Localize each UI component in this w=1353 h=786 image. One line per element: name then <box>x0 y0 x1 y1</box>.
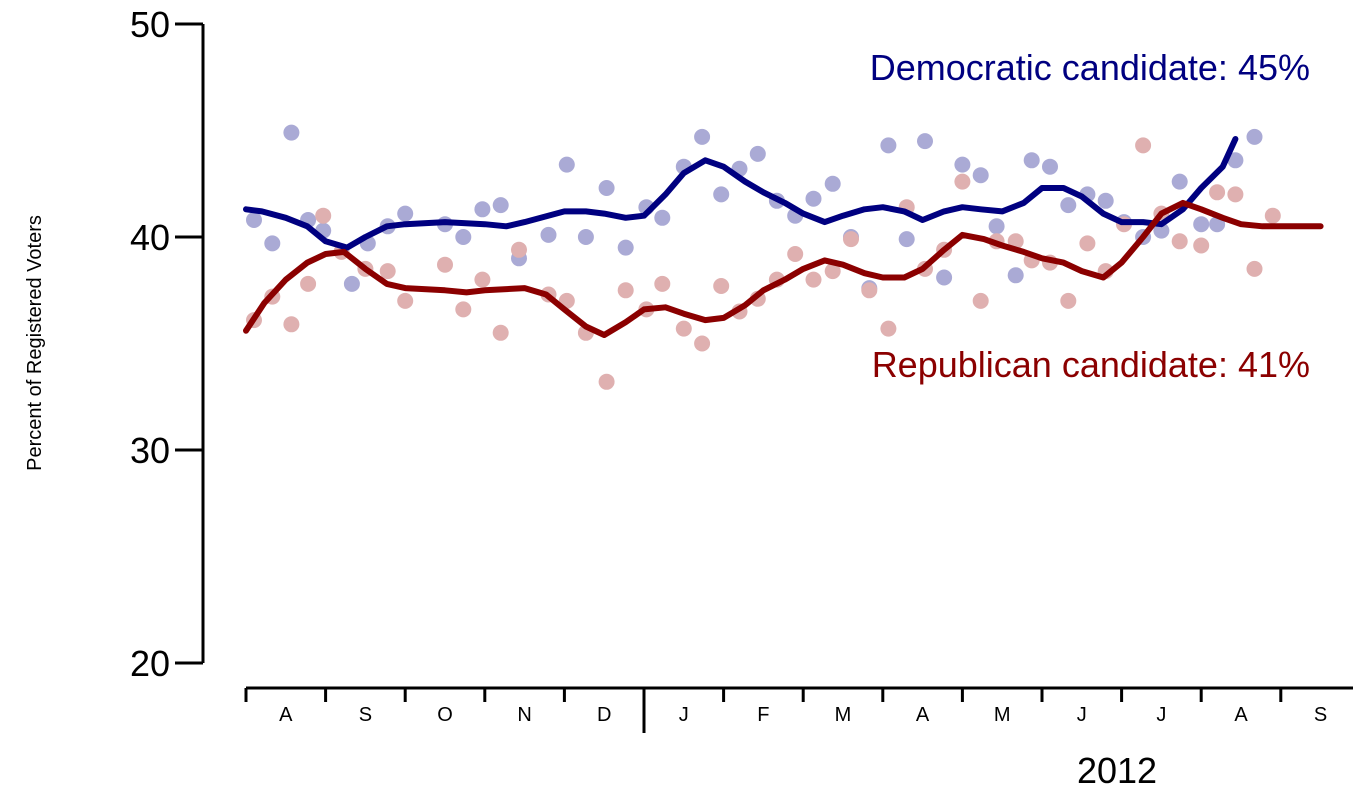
x-tick-label: J <box>1156 704 1166 726</box>
democratic-poll-point <box>1042 158 1058 175</box>
democratic-poll-point <box>898 231 915 248</box>
democratic-poll-point <box>492 197 509 214</box>
republican-poll-point <box>843 231 859 248</box>
democratic-poll-point <box>1023 152 1040 169</box>
x-tick-label: J <box>1077 704 1087 726</box>
democratic-poll-point <box>954 156 971 173</box>
x-tick-label: N <box>517 704 531 726</box>
republican-poll-point <box>397 292 414 309</box>
republican-poll-point <box>694 335 711 352</box>
democratic-poll-point <box>577 229 594 245</box>
republican-poll-point <box>1264 207 1281 224</box>
democratic-poll-point <box>558 156 575 173</box>
republican-poll-point <box>437 256 453 273</box>
republican-poll-point <box>654 275 671 292</box>
republican-poll-point <box>1246 260 1263 277</box>
republican-poll-point <box>455 301 472 318</box>
republican-poll-point <box>1209 184 1226 201</box>
democratic-poll-point <box>880 137 897 154</box>
republican-poll-point <box>283 316 300 333</box>
democratic-poll-point <box>972 167 989 184</box>
democratic-poll-point <box>749 145 766 162</box>
x-tick-label: J <box>679 704 689 726</box>
x-tick-label: S <box>359 704 372 726</box>
republican-poll-point <box>787 246 804 262</box>
republican-trend-line <box>243 199 1324 338</box>
x-tick-label: O <box>437 704 453 726</box>
x-tick-label: A <box>279 704 293 726</box>
democratic-poll-point <box>988 218 1005 235</box>
x-tick-label: A <box>916 704 930 726</box>
democratic-poll-point <box>617 239 634 256</box>
republican-poll-point <box>675 320 692 337</box>
y-axis-label: Percent of Registered Voters <box>24 215 46 471</box>
republican-poll-point <box>1227 186 1244 203</box>
y-tick-label: 50 <box>130 4 170 45</box>
republican-poll-point <box>315 207 332 224</box>
republican-poll-point <box>617 282 634 299</box>
republican-poll-point <box>1193 237 1210 254</box>
x-tick-label: D <box>597 704 611 726</box>
y-tick-label: 40 <box>130 217 170 258</box>
republican-poll-point <box>972 292 989 309</box>
y-tick-label: 30 <box>130 430 170 471</box>
republican-poll-point <box>511 241 527 258</box>
scatter-points-layer <box>246 124 1281 390</box>
x-tick-label: A <box>1234 704 1248 726</box>
democratic-poll-point <box>1171 173 1188 190</box>
democratic-poll-point <box>343 275 360 292</box>
republican-poll-point <box>713 278 730 294</box>
republican-poll-point <box>474 271 491 288</box>
democratic-poll-point <box>474 201 491 218</box>
democratic-poll-point <box>246 212 262 228</box>
democratic-poll-point <box>694 128 711 145</box>
republican-poll-point <box>1135 137 1152 154</box>
democratic-poll-point <box>1060 197 1077 214</box>
republican-poll-point <box>880 320 897 337</box>
y-axis: 20 30 40 50 <box>130 4 205 684</box>
republican-poll-point <box>1171 233 1188 250</box>
democratic-poll-point <box>917 133 933 150</box>
democratic-poll-point <box>654 209 671 226</box>
republican-poll-point <box>1060 292 1077 309</box>
democratic-poll-point <box>283 124 300 141</box>
x-tick-label: F <box>757 704 769 726</box>
democratic-trend-line <box>243 136 1239 251</box>
democratic-poll-point <box>1097 192 1114 209</box>
democratic-series-label: Democratic candidate: 45% <box>870 47 1310 88</box>
republican-poll-point <box>492 324 509 341</box>
trend-lines-layer <box>243 136 1324 338</box>
republican-series-label: Republican candidate: 41% <box>872 344 1310 385</box>
democratic-poll-point <box>713 186 730 203</box>
democratic-poll-point <box>540 226 557 243</box>
year-label: 2012 <box>1077 750 1157 786</box>
republican-poll-point <box>300 275 317 292</box>
republican-poll-point <box>805 271 822 288</box>
democratic-poll-point <box>805 190 822 207</box>
republican-poll-point <box>379 263 396 280</box>
democratic-poll-point <box>1246 128 1263 145</box>
x-tick-label: S <box>1314 704 1327 726</box>
democratic-poll-point <box>598 180 615 196</box>
republican-poll-point <box>861 282 878 299</box>
democratic-poll-point <box>1227 152 1244 169</box>
democratic-poll-point <box>1007 267 1024 284</box>
republican-poll-point <box>824 263 841 280</box>
democratic-poll-point <box>264 235 281 252</box>
republican-poll-point <box>954 173 971 190</box>
democratic-poll-point <box>397 205 414 222</box>
democratic-poll-point <box>936 269 953 286</box>
y-tick-label: 20 <box>130 643 170 684</box>
republican-poll-point <box>1079 235 1096 252</box>
democratic-poll-point <box>1193 216 1210 233</box>
democratic-poll-point <box>824 175 841 192</box>
x-tick-label: M <box>835 704 852 726</box>
democratic-poll-point <box>455 229 472 245</box>
republican-poll-point <box>598 373 615 390</box>
x-tick-label: M <box>994 704 1011 726</box>
